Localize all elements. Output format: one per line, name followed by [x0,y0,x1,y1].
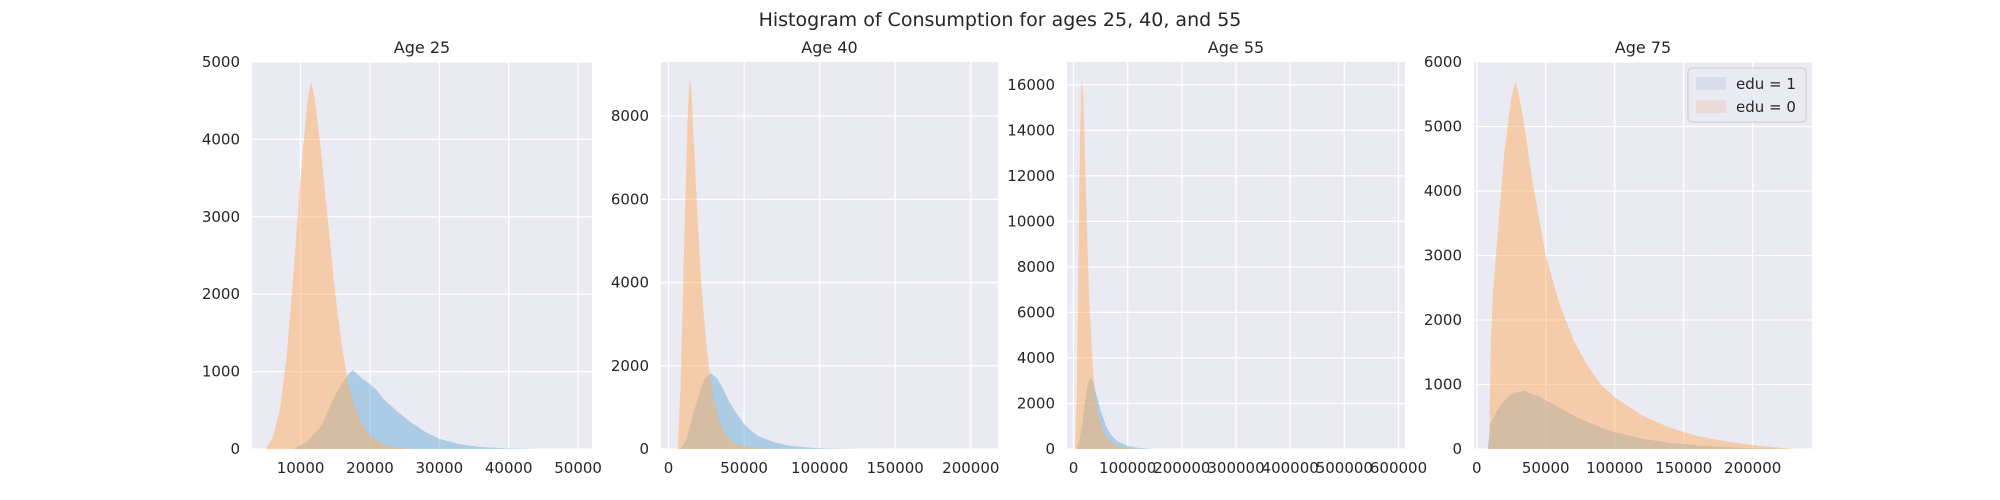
y-tick-label: 12000 [1007,167,1055,185]
y-tick-label: 2000 [202,285,240,303]
y-tick-label: 3000 [202,208,240,226]
series-area-edu0 [1489,81,1795,450]
x-tick-label: 10000 [277,459,325,477]
figure-suptitle: Histogram of Consumption for ages 25, 40… [759,9,1242,31]
x-tick-label: 300000 [1207,459,1264,477]
series-area-edu0 [677,78,775,449]
panel-1: 10000 20000 30000 40000 50000 0 1000 2000 3000 40… [202,38,602,477]
y-tick-label: 1000 [202,363,240,381]
x-tick-label: 200000 [1724,459,1781,477]
y-tick-label: 6000 [611,190,649,208]
y-tick-label: 5000 [1424,118,1462,136]
legend: edu = 1 edu = 0 [1687,67,1807,123]
y-tick-label: 0 [230,440,240,458]
y-tick-label: 14000 [1007,121,1055,139]
panel-4: 0 50000 100000 150000 200000 0 1000 2000 3000 400… [1424,38,1812,477]
y-tick-label: 8000 [1017,258,1055,276]
x-tick-label: 30000 [415,459,463,477]
legend-patch [1696,77,1726,90]
x-tick-label: 200000 [942,459,999,477]
panel-2: 0 50000 100000 150000 200000 0 2000 4000 6000 800… [611,38,1000,477]
x-tick-label: 600000 [1370,459,1427,477]
y-tick-label: 10000 [1007,212,1055,230]
y-tick-label: 4000 [1424,182,1462,200]
x-tick-label: 50000 [554,459,602,477]
x-tick-label: 0 [1069,459,1079,477]
y-tick-label: 0 [639,440,649,458]
x-tick-label: 400000 [1262,459,1319,477]
x-tick-label: 50000 [720,459,768,477]
panel-title: Age 40 [801,38,857,57]
y-tick-label: 0 [1045,440,1055,458]
legend-patch [1696,100,1726,113]
x-tick-label: 50000 [1522,459,1570,477]
panel-title: Age 55 [1208,38,1264,57]
y-tick-label: 2000 [1017,394,1055,412]
y-tick-label: 2000 [1424,311,1462,329]
y-tick-label: 0 [1452,440,1462,458]
x-tick-label: 100000 [1586,459,1643,477]
y-tick-label: 4000 [1017,349,1055,367]
legend-label: edu = 1 [1736,75,1796,93]
series-area-edu0 [265,81,412,450]
x-tick-label: 0 [1472,459,1482,477]
y-tick-label: 8000 [611,107,649,125]
panel-title: Age 25 [394,38,450,57]
x-tick-label: 100000 [1099,459,1156,477]
x-tick-label: 20000 [346,459,394,477]
y-tick-label: 1000 [1424,376,1462,394]
y-tick-label: 16000 [1007,76,1055,94]
legend-label: edu = 0 [1736,98,1796,116]
y-tick-label: 4000 [611,274,649,292]
y-tick-label: 6000 [1424,53,1462,71]
y-tick-label: 4000 [202,130,240,148]
x-tick-label: 40000 [485,459,533,477]
series-area-edu0 [1075,77,1139,450]
y-tick-label: 6000 [1017,303,1055,321]
y-tick-label: 3000 [1424,247,1462,265]
x-tick-label: 500000 [1316,459,1373,477]
y-tick-label: 5000 [202,53,240,71]
series-area-edu1 [680,373,865,449]
x-tick-label: 150000 [867,459,924,477]
panel-title: Age 75 [1615,38,1671,57]
y-tick-label: 2000 [611,357,649,375]
x-tick-label: 100000 [791,459,848,477]
panels: 10000 20000 30000 40000 50000010002000300040… [202,38,1812,477]
x-tick-label: 0 [664,459,674,477]
x-tick-label: 200000 [1153,459,1210,477]
x-tick-label: 150000 [1655,459,1712,477]
